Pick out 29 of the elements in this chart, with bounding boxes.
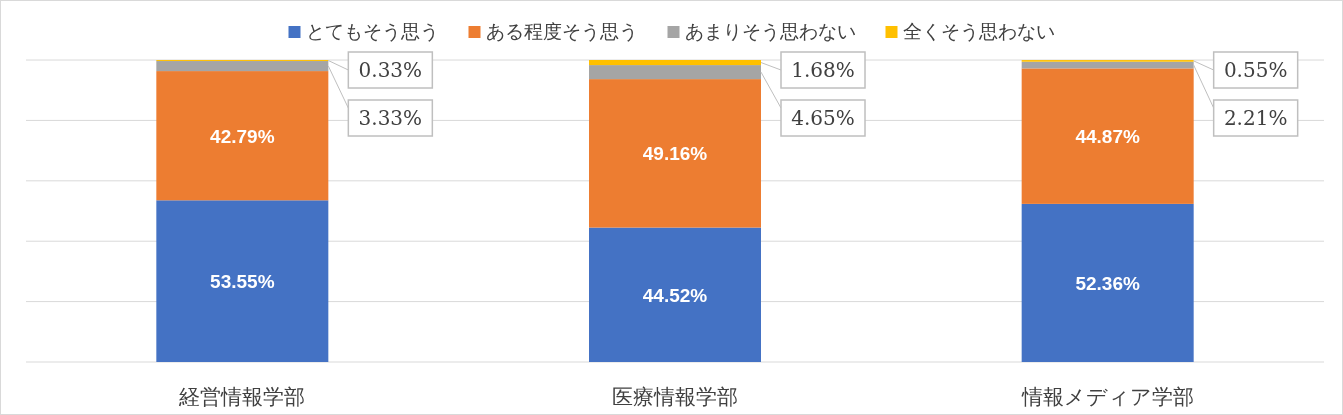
bar (1021, 61, 1194, 69)
x-tick-label: 経営情報学部 (178, 385, 306, 409)
data-label: 0.55% (1223, 58, 1288, 82)
x-tick-label: 情報メディア学部 (1020, 385, 1194, 409)
bar (589, 79, 761, 228)
bar (156, 200, 329, 362)
bar (589, 60, 761, 66)
data-label: 1.68% (791, 58, 855, 82)
legend-label: とてもそう思う (305, 20, 439, 42)
data-label: 44.52% (642, 284, 708, 306)
data-label: 52.36% (1075, 272, 1140, 294)
data-label: 2.21% (1223, 106, 1288, 130)
data-label: 53.55% (210, 271, 275, 293)
data-label: 3.33% (358, 106, 423, 130)
x-tick-label: 医療情報学部 (612, 385, 738, 409)
bar (1021, 68, 1194, 204)
legend-label: ある程度そう思う (485, 20, 638, 42)
legend-label: あまりそう思わない (684, 20, 856, 42)
data-label: 42.79% (210, 125, 275, 147)
bar (589, 65, 761, 80)
data-label: 0.33% (358, 58, 423, 82)
bar (156, 71, 329, 201)
data-label: 49.16% (642, 143, 708, 165)
bar (1021, 203, 1194, 362)
bar (156, 61, 329, 72)
data-label: 44.87% (1075, 126, 1140, 148)
bar (589, 227, 761, 362)
legend-label: 全くそう思わない (902, 20, 1055, 42)
data-label: 4.65% (791, 106, 855, 130)
